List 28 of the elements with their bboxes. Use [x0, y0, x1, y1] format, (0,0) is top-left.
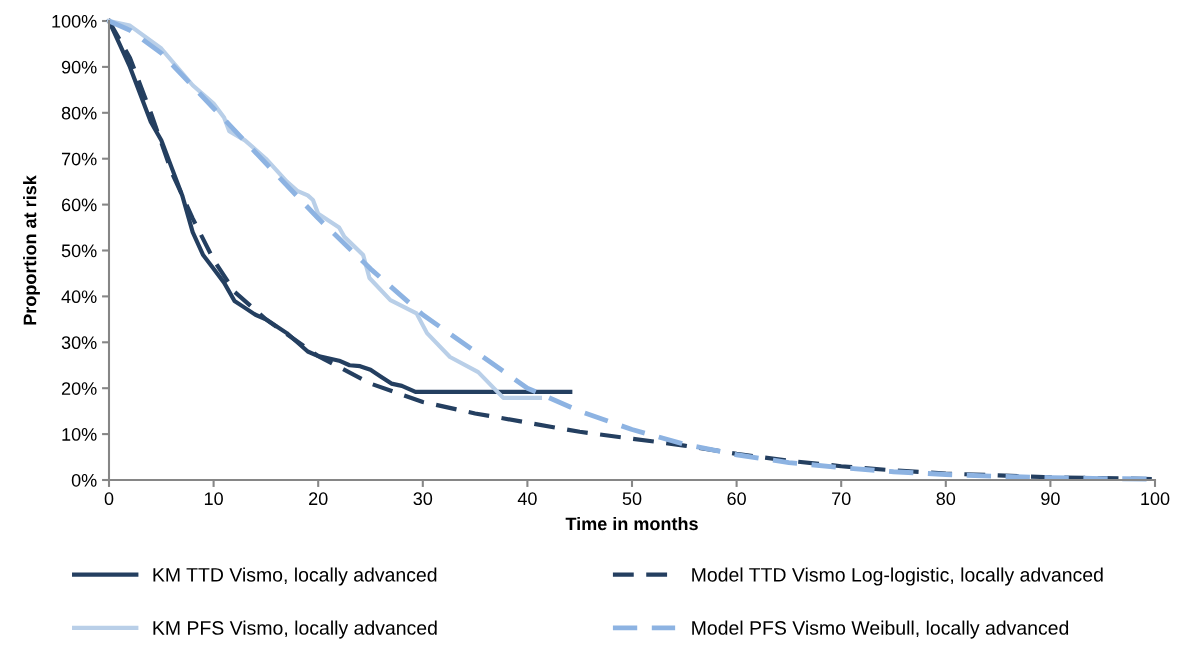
x-tick-label: 0 [104, 492, 114, 506]
y-tick-label: 0% [71, 473, 97, 487]
x-tick-label: 20 [309, 492, 328, 506]
y-tick-label: 90% [61, 60, 97, 74]
y-tick-label: 70% [61, 152, 97, 166]
y-tick-label: 80% [61, 106, 97, 120]
y-tick-label: 100% [52, 14, 97, 28]
legend-label: KM PFS Vismo, locally advanced [153, 620, 437, 639]
x-tick-label: 100 [1141, 492, 1170, 506]
y-tick-label: 30% [61, 336, 97, 350]
x-tick-label: 70 [832, 492, 851, 506]
x-tick-label: 10 [204, 492, 223, 506]
legend-label: Model TTD Vismo Log-logistic, locally advanced [692, 567, 1103, 586]
y-axis-title: Proportion at risk [23, 175, 40, 325]
x-tick-label: 90 [1041, 492, 1060, 506]
x-axis-title: Time in months [565, 516, 698, 531]
x-tick-label: 40 [517, 492, 537, 506]
y-tick-label: 20% [61, 382, 97, 395]
x-tick-label: 80 [936, 492, 956, 506]
y-tick-label: 60% [61, 198, 97, 212]
y-tick-label: 50% [61, 244, 97, 258]
y-tick-label: 10% [62, 428, 97, 441]
legend-label: Model PFS Vismo Weibull, locally advanced [692, 620, 1069, 639]
x-tick-label: 50 [622, 492, 642, 506]
y-tick-label: 40% [61, 290, 97, 304]
x-tick-label: 60 [727, 492, 746, 506]
legend-label: KM TTD Vismo, locally advanced [153, 567, 437, 586]
x-tick-label: 30 [413, 492, 433, 506]
